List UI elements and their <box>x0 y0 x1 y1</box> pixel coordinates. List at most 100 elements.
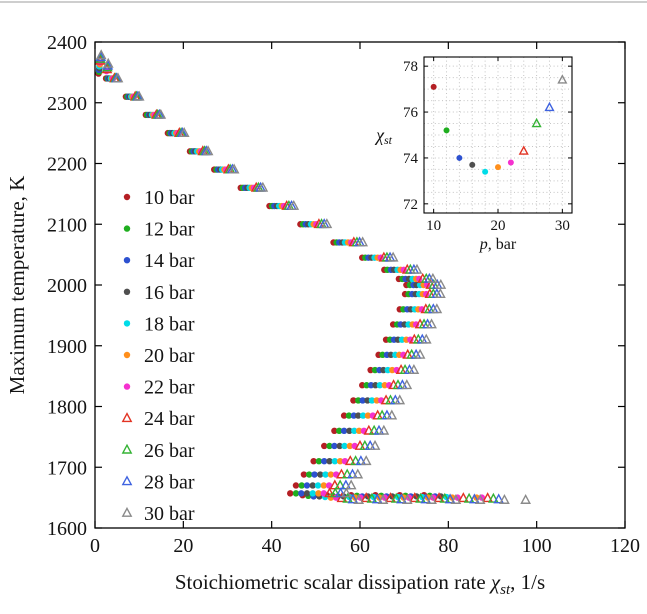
data-point-triangle <box>288 199 300 210</box>
x-tick-label: 100 <box>522 535 552 557</box>
data-point-circle <box>336 442 343 450</box>
data-point-triangle <box>336 492 348 503</box>
data-point-circle <box>389 366 396 374</box>
data-point-circle <box>298 482 305 489</box>
data-point-circle <box>350 397 357 404</box>
data-point-circle <box>376 382 384 389</box>
data-point-triangle <box>95 49 107 60</box>
data-point-triangle <box>363 424 375 435</box>
data-point-circle <box>398 336 406 343</box>
data-point-circle <box>311 471 318 478</box>
data-point-triangle <box>324 487 335 498</box>
legend-label: 18 bar <box>144 313 195 335</box>
data-point-circle <box>340 427 348 434</box>
data-point-triangle <box>341 468 353 479</box>
data-point-circle <box>355 412 362 419</box>
data-point-triangle <box>411 263 423 274</box>
legend-label: 10 bar <box>144 187 195 209</box>
data-point-circle <box>306 471 313 478</box>
data-point-triangle <box>371 493 383 504</box>
data-point-circle <box>320 482 327 489</box>
data-point-circle <box>387 351 395 359</box>
data-point-circle <box>123 225 131 232</box>
data-point-triangle <box>377 493 389 504</box>
inset-x-tick-label: 20 <box>491 218 506 234</box>
data-point-triangle <box>350 455 361 466</box>
data-point-circle <box>300 471 308 478</box>
data-point-circle <box>372 382 379 389</box>
y-tick-label: 2000 <box>47 275 87 297</box>
data-point-circle <box>123 383 131 390</box>
data-point-triangle <box>409 492 421 503</box>
data-point-circle <box>331 457 339 465</box>
main-axes-box <box>94 41 626 529</box>
x-tick-label: 20 <box>173 535 193 557</box>
data-point-triangle <box>360 455 372 466</box>
y-tick-label: 1600 <box>47 518 87 540</box>
data-point-circle <box>123 193 131 201</box>
data-point-circle <box>314 482 322 489</box>
data-point-circle <box>292 490 300 497</box>
data-point-triangle <box>329 487 341 498</box>
data-point-triangle <box>390 492 402 503</box>
data-point-circle <box>367 382 375 389</box>
data-point-triangle <box>518 145 529 155</box>
data-point-triangle <box>257 181 269 192</box>
inset-x-tick-label: 10 <box>426 218 441 234</box>
data-point-triangle <box>420 333 432 344</box>
data-point-triangle <box>433 492 445 503</box>
y-tick-label: 2300 <box>47 93 87 115</box>
data-point-triangle <box>228 163 240 174</box>
data-point-circle <box>346 427 353 434</box>
data-point-triangle <box>474 493 486 504</box>
data-point-triangle <box>121 412 133 423</box>
data-point-circle <box>359 382 366 389</box>
data-point-triangle <box>488 492 499 503</box>
data-point-circle <box>287 490 294 497</box>
data-point-triangle <box>366 492 378 503</box>
x-tick-label: 0 <box>90 535 100 557</box>
data-point-circle <box>298 490 305 497</box>
data-point-triangle <box>415 492 426 503</box>
data-point-circle <box>325 482 333 489</box>
data-point-triangle <box>352 468 364 479</box>
data-point-triangle <box>414 348 426 359</box>
data-point-triangle <box>520 493 531 504</box>
data-point-circle <box>363 382 370 389</box>
data-point-triangle <box>431 303 443 314</box>
data-point-triangle <box>385 492 396 503</box>
data-point-triangle <box>340 487 352 498</box>
legend-label: 20 bar <box>144 345 195 367</box>
data-point-triangle <box>435 288 446 299</box>
data-point-triangle <box>531 117 542 128</box>
data-point-circle <box>355 427 363 434</box>
y-tick-label: 2400 <box>47 32 87 54</box>
data-point-triangle <box>202 145 214 156</box>
legend-label: 24 bar <box>144 408 195 430</box>
data-point-circle <box>346 442 354 450</box>
data-point-triangle <box>463 492 475 503</box>
data-point-triangle <box>353 493 365 504</box>
data-point-triangle <box>347 468 358 479</box>
data-point-circle <box>379 351 386 359</box>
data-point-circle <box>336 457 344 465</box>
data-point-triangle <box>133 90 145 101</box>
data-point-triangle <box>426 318 437 329</box>
data-point-circle <box>364 412 372 419</box>
data-point-circle <box>315 490 322 497</box>
data-point-triangle <box>396 493 407 504</box>
data-point-circle <box>364 397 371 404</box>
data-point-circle <box>320 490 327 497</box>
inset-y-tick-label: 78 <box>403 59 418 75</box>
data-point-circle <box>321 442 328 450</box>
data-point-circle <box>359 397 366 404</box>
data-point-circle <box>336 427 343 434</box>
data-point-circle <box>327 471 335 478</box>
legend-label: 16 bar <box>144 282 195 304</box>
data-point-circle <box>309 482 316 489</box>
data-point-triangle <box>408 363 420 374</box>
data-point-triangle <box>394 394 406 405</box>
data-point-circle <box>326 442 333 450</box>
